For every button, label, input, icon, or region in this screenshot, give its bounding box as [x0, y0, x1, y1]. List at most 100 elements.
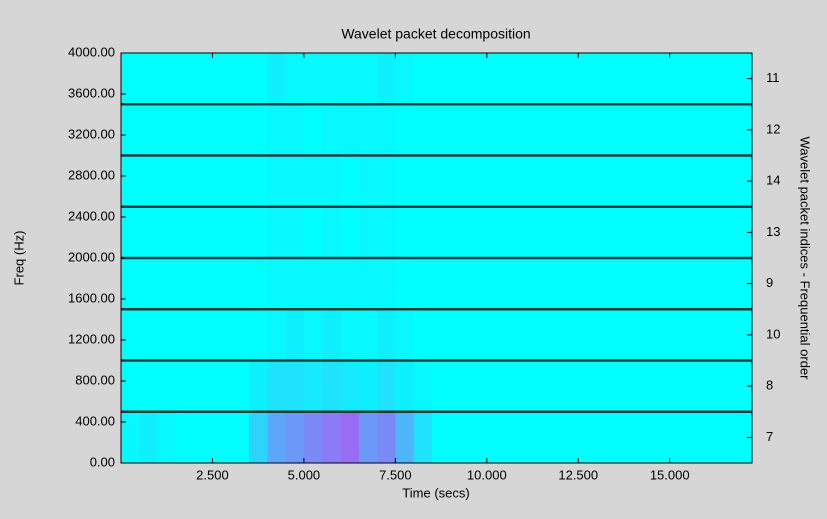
chart-title: Wavelet packet decomposition — [341, 26, 530, 42]
energy-cell — [158, 361, 177, 412]
energy-cell — [597, 207, 616, 258]
energy-cell — [377, 207, 396, 258]
energy-cell — [542, 309, 561, 360]
energy-cell — [176, 53, 195, 104]
energy-cell — [688, 309, 707, 360]
energy-cell — [212, 53, 231, 104]
energy-cell — [487, 361, 506, 412]
energy-cell — [158, 53, 177, 104]
energy-cell — [505, 207, 524, 258]
energy-cell — [395, 53, 414, 104]
energy-cell — [212, 309, 231, 360]
energy-cell — [194, 104, 213, 155]
energy-cell — [176, 258, 195, 309]
energy-cell — [377, 258, 396, 309]
energy-cell — [523, 156, 542, 207]
energy-cell — [688, 156, 707, 207]
energy-cell — [651, 258, 670, 309]
energy-cell — [615, 309, 634, 360]
y-tick-label: 2800.00 — [68, 167, 115, 182]
energy-cell — [578, 53, 597, 104]
energy-cell — [395, 309, 414, 360]
energy-cell — [615, 361, 634, 412]
energy-cell — [505, 309, 524, 360]
energy-cell — [651, 412, 670, 463]
energy-cell — [414, 104, 433, 155]
energy-cell — [523, 309, 542, 360]
energy-cell — [670, 53, 689, 104]
energy-cell — [322, 104, 341, 155]
y-tick-label: 1600.00 — [68, 290, 115, 305]
energy-cell — [688, 361, 707, 412]
energy-cell — [176, 412, 195, 463]
energy-cell — [523, 258, 542, 309]
energy-cell — [505, 104, 524, 155]
energy-cell — [212, 258, 231, 309]
energy-cell — [359, 104, 378, 155]
energy-cell — [158, 412, 177, 463]
y-tick-label: 0.00 — [90, 454, 115, 469]
energy-cell — [651, 361, 670, 412]
y-tick-label: 2000.00 — [68, 249, 115, 264]
energy-cell — [267, 412, 286, 463]
energy-cell — [633, 309, 652, 360]
energy-cell — [121, 53, 140, 104]
energy-cell — [340, 258, 359, 309]
energy-cell — [304, 53, 323, 104]
energy-cell — [121, 361, 140, 412]
energy-cell — [542, 412, 561, 463]
energy-cell — [578, 207, 597, 258]
energy-cell — [651, 156, 670, 207]
energy-cell — [523, 104, 542, 155]
x-tick-label: 12.500 — [558, 467, 598, 482]
energy-cell — [249, 53, 268, 104]
energy-cell — [432, 361, 451, 412]
energy-cell — [633, 156, 652, 207]
energy-cell — [670, 361, 689, 412]
energy-cell — [578, 309, 597, 360]
energy-cell — [469, 207, 488, 258]
energy-cell — [304, 104, 323, 155]
band-index-label: 11 — [766, 70, 780, 85]
energy-cell — [286, 361, 305, 412]
energy-cell — [560, 53, 579, 104]
energy-cell — [560, 361, 579, 412]
energy-cell — [249, 361, 268, 412]
energy-cell — [176, 309, 195, 360]
energy-cell — [560, 156, 579, 207]
energy-cell — [249, 412, 268, 463]
energy-cell — [651, 53, 670, 104]
energy-cell — [304, 207, 323, 258]
energy-cell — [176, 156, 195, 207]
energy-cell — [450, 258, 469, 309]
energy-cell — [725, 207, 744, 258]
energy-cell — [633, 412, 652, 463]
energy-cell — [231, 412, 250, 463]
energy-cell — [139, 156, 158, 207]
energy-cell — [706, 156, 725, 207]
energy-cell — [688, 104, 707, 155]
energy-cell — [505, 361, 524, 412]
energy-cell — [176, 104, 195, 155]
energy-cell — [487, 207, 506, 258]
energy-cell — [542, 53, 561, 104]
energy-cell — [469, 104, 488, 155]
energy-cell — [450, 156, 469, 207]
energy-cell — [340, 207, 359, 258]
x-tick-label: 10.000 — [467, 467, 507, 482]
energy-cell — [505, 156, 524, 207]
energy-cell — [231, 104, 250, 155]
energy-cell — [340, 412, 359, 463]
energy-cell — [286, 104, 305, 155]
energy-cell — [542, 258, 561, 309]
energy-cell — [560, 207, 579, 258]
energy-cell — [523, 207, 542, 258]
energy-cell — [523, 361, 542, 412]
energy-cell — [450, 361, 469, 412]
x-axis-title: Time (secs) — [402, 485, 469, 500]
energy-cell — [267, 361, 286, 412]
energy-cell — [706, 361, 725, 412]
energy-cell — [432, 258, 451, 309]
band-index-label: 9 — [766, 275, 773, 290]
energy-cell — [432, 412, 451, 463]
